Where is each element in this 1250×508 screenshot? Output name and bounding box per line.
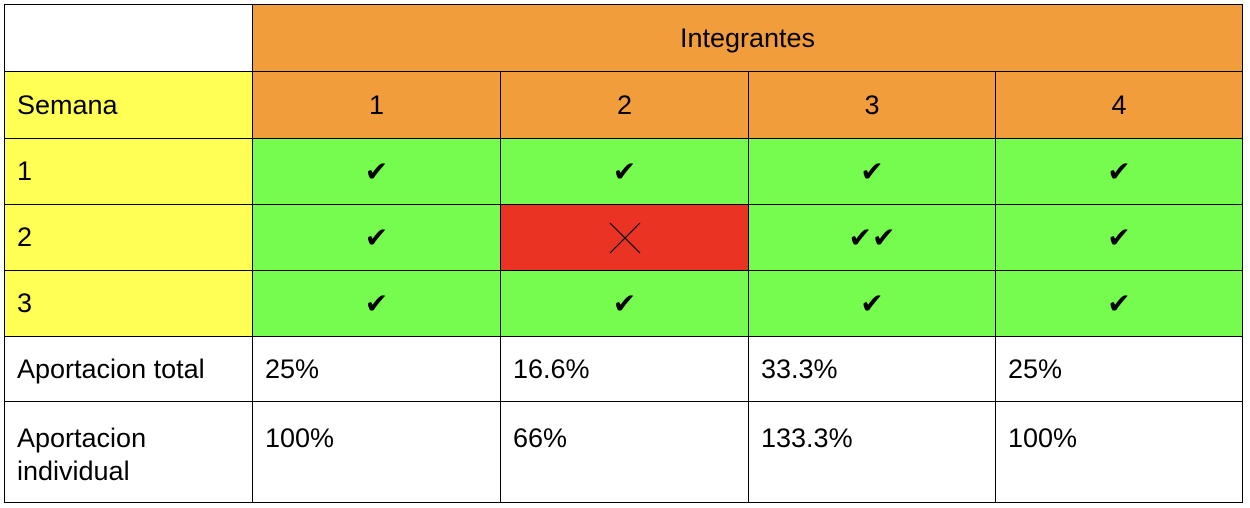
individual-value-4: 100% — [994, 401, 1244, 503]
check-icon: ✔ — [364, 155, 389, 188]
total-value-1: 25% — [252, 336, 501, 402]
check-icon: ✔ — [612, 155, 637, 188]
status-cell: ✔✔ — [748, 204, 996, 271]
status-cell: ✔ — [252, 138, 501, 205]
individual-contribution-row: Aportacion individual 100% 66% 133.3% 10… — [4, 401, 1244, 503]
header-group-row: Integrantes — [4, 4, 1244, 72]
header-members-row: Semana 1 2 3 4 — [4, 71, 1244, 139]
status-cell: ✔ — [994, 204, 1244, 271]
check-icon: ✔ — [1107, 287, 1131, 320]
week-label: 2 — [4, 204, 253, 271]
week-row-2: 2 ✔ ✔✔ ✔ — [4, 204, 1244, 271]
members-group-header: Integrantes — [251, 4, 1244, 72]
total-value-3: 33.3% — [748, 336, 996, 402]
week-label: 3 — [4, 270, 253, 337]
member-header-3: 3 — [748, 71, 996, 139]
contribution-table: Integrantes Semana 1 2 3 4 1 ✔ ✔ ✔ ✔ 2 ✔… — [4, 4, 1244, 503]
member-header-4: 4 — [994, 71, 1244, 139]
week-label: 1 — [4, 138, 253, 205]
member-header-2: 2 — [500, 71, 749, 139]
status-cell: ✔ — [500, 138, 749, 205]
status-cell: ✔ — [252, 270, 501, 337]
status-cell: ✔ — [500, 270, 749, 337]
double-check-icon: ✔✔ — [848, 221, 896, 254]
week-row-1: 1 ✔ ✔ ✔ ✔ — [4, 138, 1244, 205]
total-value-2: 16.6% — [500, 336, 749, 402]
week-column-header: Semana — [4, 71, 253, 139]
check-icon: ✔ — [364, 287, 389, 320]
check-icon: ✔ — [1107, 155, 1131, 188]
corner-cell — [4, 4, 253, 72]
check-icon: ✔ — [364, 221, 389, 254]
status-cell: ✔ — [994, 270, 1244, 337]
status-cell: ✔ — [748, 138, 996, 205]
individual-value-2: 66% — [500, 401, 749, 503]
total-value-4: 25% — [994, 336, 1244, 402]
status-cell: ✔ — [994, 138, 1244, 205]
total-label: Aportacion total — [4, 336, 253, 402]
check-icon: ✔ — [1107, 221, 1131, 254]
individual-value-1: 100% — [252, 401, 501, 503]
check-icon: ✔ — [612, 287, 637, 320]
total-contribution-row: Aportacion total 25% 16.6% 33.3% 25% — [4, 336, 1244, 402]
cross-icon — [607, 220, 643, 256]
status-cell: ✔ — [748, 270, 996, 337]
status-cell-missed — [500, 204, 749, 271]
status-cell: ✔ — [252, 204, 501, 271]
individual-value-3: 133.3% — [748, 401, 996, 503]
member-header-1: 1 — [252, 71, 501, 139]
check-icon: ✔ — [860, 287, 884, 320]
individual-label: Aportacion individual — [4, 401, 253, 503]
check-icon: ✔ — [860, 155, 884, 188]
week-row-3: 3 ✔ ✔ ✔ ✔ — [4, 270, 1244, 337]
